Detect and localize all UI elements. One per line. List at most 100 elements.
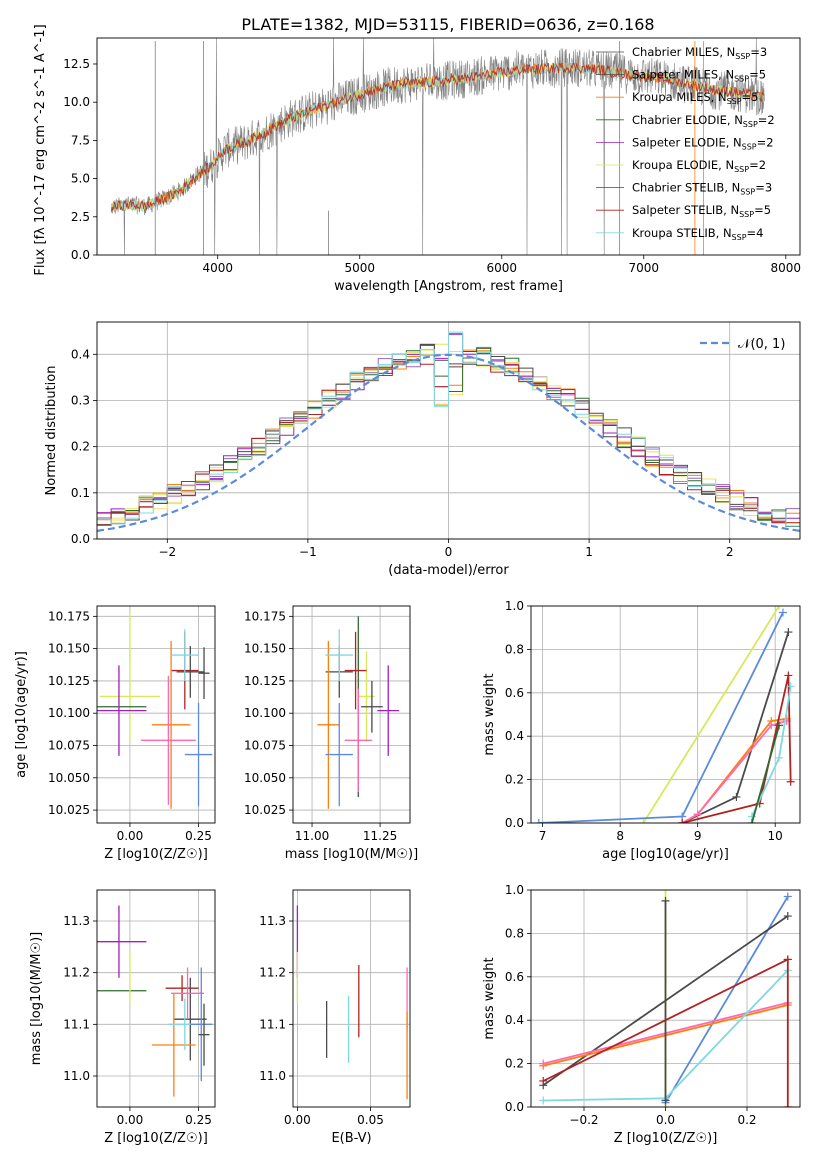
y-tick-label: 11.3	[259, 914, 286, 928]
weight-series	[642, 606, 780, 823]
panel-mass_vs_ebv: 0.00 0.05 11.0 11.1 11.2 11.3 E(B-V)	[259, 889, 411, 1146]
panel-weight_vs_age: 7 8 9 10 0.0 0.2 0.4 0.6 0.8 1.0 age [log10(age/yr…	[482, 599, 801, 862]
x-tick-label: −2	[158, 545, 176, 559]
y-tick-label: 10.050	[244, 771, 286, 785]
weight-marker	[534, 819, 543, 823]
legend-entry: 𝒩(0, 1)	[738, 337, 785, 352]
y-tick-label: 0.8	[505, 926, 524, 940]
axes-frame	[96, 605, 216, 824]
x-axis-label: Z [log10(Z/Z☉)]	[614, 1131, 718, 1146]
y-tick-label: 10.125	[244, 674, 286, 688]
plot-area-age_vs_Z	[97, 612, 213, 809]
y-tick-label: 2.5	[71, 210, 90, 224]
y-tick-label: 10.150	[48, 642, 90, 656]
x-tick-label: 0.25	[185, 1113, 212, 1127]
weight-marker	[783, 955, 792, 964]
weight-marker	[783, 1103, 792, 1107]
y-tick-label: 1.0	[505, 599, 524, 613]
panel-residuals: −2 −1 0 1 2 0.0 0.1 0.2 0.3 0.4 (data-model)/error…	[44, 321, 801, 578]
y-tick-label: 11.1	[63, 1017, 90, 1031]
x-tick-label: 7000	[629, 261, 660, 275]
axes-frame	[96, 321, 801, 540]
y-tick-label: 10.050	[48, 771, 90, 785]
legend-entry: Chabrier STELIB, NSSP=3	[632, 181, 772, 197]
weight-marker	[783, 912, 792, 921]
legend-entry: Chabrier MILES, NSSP=3	[632, 45, 767, 61]
x-tick-label: 7	[539, 829, 547, 843]
y-tick-label: 0.1	[71, 486, 90, 500]
weight-series	[538, 612, 784, 823]
weight-marker	[783, 892, 792, 901]
y-tick-label: 10.025	[244, 803, 286, 817]
x-tick-label: 0.0	[656, 1113, 675, 1127]
y-tick-label: 0.4	[505, 1013, 524, 1027]
x-tick-label: 0.05	[357, 1113, 384, 1127]
histogram-series	[97, 331, 800, 527]
weight-series	[751, 725, 780, 823]
weight-marker	[678, 819, 687, 823]
y-tick-label: 11.0	[63, 1069, 90, 1083]
y-tick-label: 0.6	[505, 686, 524, 700]
legend-entry: Salpeter STELIB, NSSP=5	[632, 203, 771, 219]
panel-weight_vs_Z: −0.2 0.0 0.2 0.0 0.2 0.4 0.6 0.8 1.0 Z [log10(Z/Z…	[482, 883, 801, 1146]
y-axis-label: Flux [fλ 10^-17 erg cm^-2 s^-1 A^-1]	[33, 24, 48, 275]
x-tick-label: 0	[445, 545, 453, 559]
axes-frame	[292, 889, 411, 1108]
model-spectrum	[110, 62, 765, 213]
y-tick-label: 11.1	[259, 1017, 286, 1031]
x-axis-label: Z [log10(Z/Z☉)]	[104, 847, 208, 862]
y-tick-label: 0.6	[505, 970, 524, 984]
model-spectrum	[111, 61, 765, 213]
y-tick-label: 0.3	[71, 393, 90, 407]
y-tick-label: 10.025	[48, 803, 90, 817]
weight-series	[681, 631, 790, 823]
y-tick-label: 10.150	[244, 642, 286, 656]
weight-marker	[661, 890, 670, 894]
x-tick-label: 5000	[344, 261, 375, 275]
x-tick-label: 0.00	[117, 829, 144, 843]
weight-marker	[661, 1096, 670, 1105]
x-tick-label: 11.00	[295, 829, 329, 843]
weight-marker	[767, 721, 776, 730]
x-tick-label: 11.25	[363, 829, 397, 843]
x-tick-label: 10	[768, 829, 783, 843]
weight-marker	[732, 792, 741, 801]
panel-age_vs_mass: 11.00 11.25 10.025 10.050 10.075 10.100 10.125…	[244, 605, 418, 862]
axes-frame	[530, 605, 801, 824]
legend-entry: Chabrier ELODIE, NSSP=2	[632, 113, 775, 129]
y-tick-label: 0.4	[71, 347, 90, 361]
x-tick-label: −0.2	[569, 1113, 598, 1127]
weight-marker	[693, 810, 702, 819]
y-tick-label: 0.2	[71, 440, 90, 454]
x-tick-label: 9	[694, 829, 702, 843]
y-tick-label: 10.125	[48, 674, 90, 688]
weight-marker	[775, 753, 784, 762]
plot-area-residuals	[97, 331, 800, 532]
plot-area-weight_vs_age	[534, 606, 795, 823]
y-axis-label: mass weight	[482, 957, 497, 1039]
y-tick-label: 11.3	[63, 914, 90, 928]
panel-spectrum: 4000 5000 6000 7000 8000 0.0 2.5 5.0 7.5 10.0 12.5…	[33, 24, 801, 294]
y-tick-label: 0.0	[71, 532, 90, 546]
x-tick-label: 1	[585, 545, 593, 559]
legend-entry: Salpeter ELODIE, NSSP=2	[632, 135, 774, 151]
y-axis-label: age [log10(age/yr)]	[14, 651, 29, 778]
y-axis-label: mass weight	[482, 673, 497, 755]
y-tick-label: 10.100	[244, 706, 286, 720]
y-tick-label: 0.0	[71, 248, 90, 262]
y-tick-label: 10.0	[63, 95, 90, 109]
weight-marker	[786, 682, 795, 691]
panel-age_vs_Z: 0.00 0.25 10.025 10.050 10.075 10.100 10.125 10…	[14, 605, 216, 862]
y-tick-label: 12.5	[63, 57, 90, 71]
legend-entry: Kroupa ELODIE, NSSP=2	[632, 158, 766, 174]
axes-frame	[96, 889, 216, 1108]
y-tick-label: 0.2	[505, 773, 524, 787]
weight-marker	[747, 819, 756, 823]
y-tick-label: 7.5	[71, 133, 90, 147]
x-tick-label: 4000	[202, 261, 233, 275]
y-tick-label: 5.0	[71, 172, 90, 186]
y-tick-label: 10.100	[48, 706, 90, 720]
x-tick-label: 0.00	[284, 1113, 311, 1127]
weight-series	[664, 896, 789, 1104]
